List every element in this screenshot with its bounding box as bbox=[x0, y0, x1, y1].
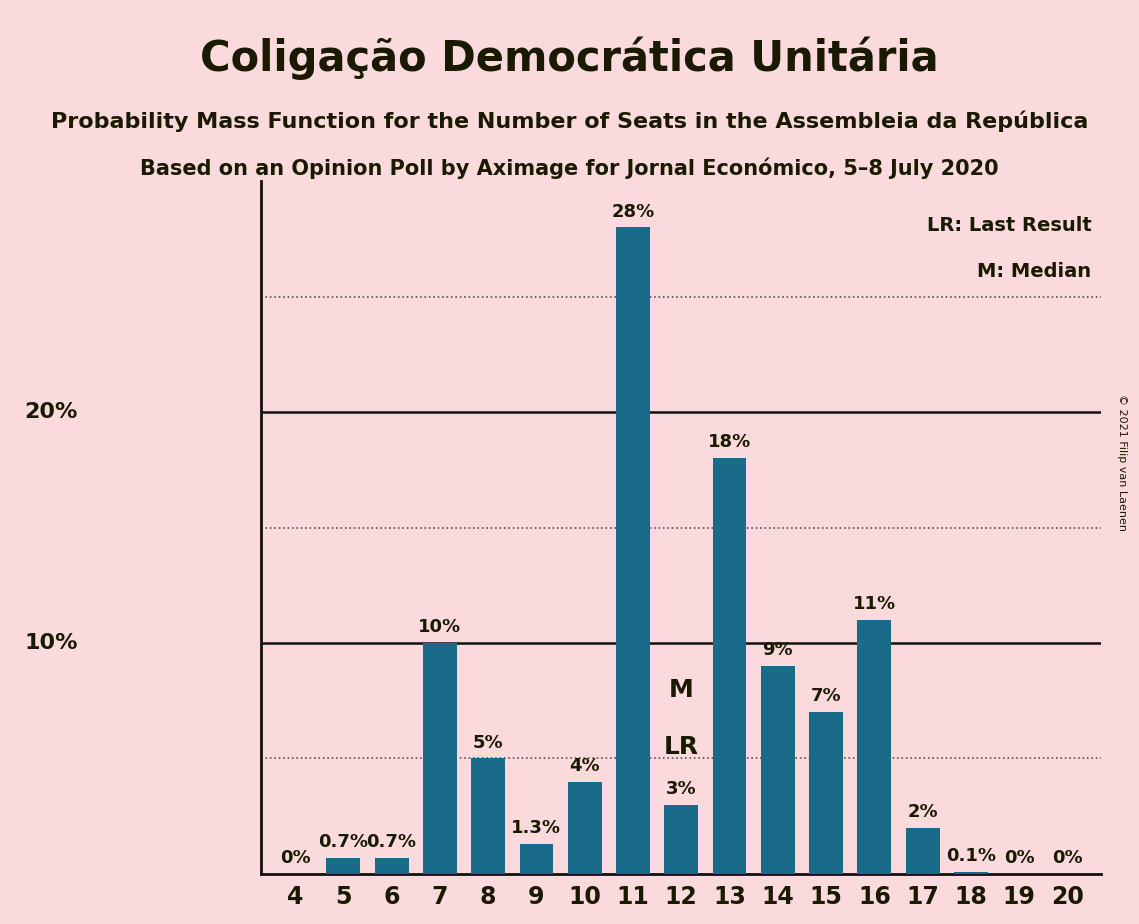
Bar bbox=[327, 857, 360, 874]
Text: M: Median: M: Median bbox=[977, 262, 1091, 281]
Text: 10%: 10% bbox=[418, 618, 461, 636]
Text: 11%: 11% bbox=[853, 595, 896, 613]
Text: Probability Mass Function for the Number of Seats in the Assembleia da República: Probability Mass Function for the Number… bbox=[51, 111, 1088, 132]
Text: Coligação Democrática Unitária: Coligação Democrática Unitária bbox=[200, 37, 939, 80]
Text: 18%: 18% bbox=[708, 433, 751, 452]
Bar bbox=[423, 643, 457, 874]
Text: 3%: 3% bbox=[666, 780, 697, 797]
Text: LR: Last Result: LR: Last Result bbox=[927, 216, 1091, 235]
Bar bbox=[858, 620, 891, 874]
Text: 28%: 28% bbox=[612, 202, 655, 221]
Text: © 2021 Filip van Laenen: © 2021 Filip van Laenen bbox=[1117, 394, 1126, 530]
Bar bbox=[809, 712, 843, 874]
Text: 0%: 0% bbox=[1003, 849, 1034, 867]
Text: 0.1%: 0.1% bbox=[945, 846, 995, 865]
Text: 0.7%: 0.7% bbox=[318, 833, 368, 851]
Text: 7%: 7% bbox=[811, 687, 842, 705]
Text: 20%: 20% bbox=[24, 402, 77, 422]
Bar bbox=[713, 458, 746, 874]
Text: 0%: 0% bbox=[280, 849, 311, 867]
Bar bbox=[472, 759, 505, 874]
Bar bbox=[954, 871, 988, 874]
Text: 5%: 5% bbox=[473, 734, 503, 751]
Text: 2%: 2% bbox=[908, 803, 937, 821]
Bar bbox=[761, 666, 795, 874]
Text: 4%: 4% bbox=[570, 757, 600, 774]
Bar bbox=[568, 782, 601, 874]
Text: 0.7%: 0.7% bbox=[367, 833, 417, 851]
Text: 9%: 9% bbox=[762, 641, 793, 659]
Bar bbox=[616, 227, 650, 874]
Bar bbox=[906, 828, 940, 874]
Bar bbox=[375, 857, 409, 874]
Text: Based on an Opinion Poll by Aximage for Jornal Económico, 5–8 July 2020: Based on an Opinion Poll by Aximage for … bbox=[140, 157, 999, 178]
Bar bbox=[664, 805, 698, 874]
Text: M: M bbox=[669, 677, 694, 701]
Text: 0%: 0% bbox=[1052, 849, 1083, 867]
Text: 10%: 10% bbox=[24, 633, 77, 653]
Bar bbox=[519, 844, 554, 874]
Text: 1.3%: 1.3% bbox=[511, 819, 562, 837]
Text: LR: LR bbox=[664, 736, 699, 760]
